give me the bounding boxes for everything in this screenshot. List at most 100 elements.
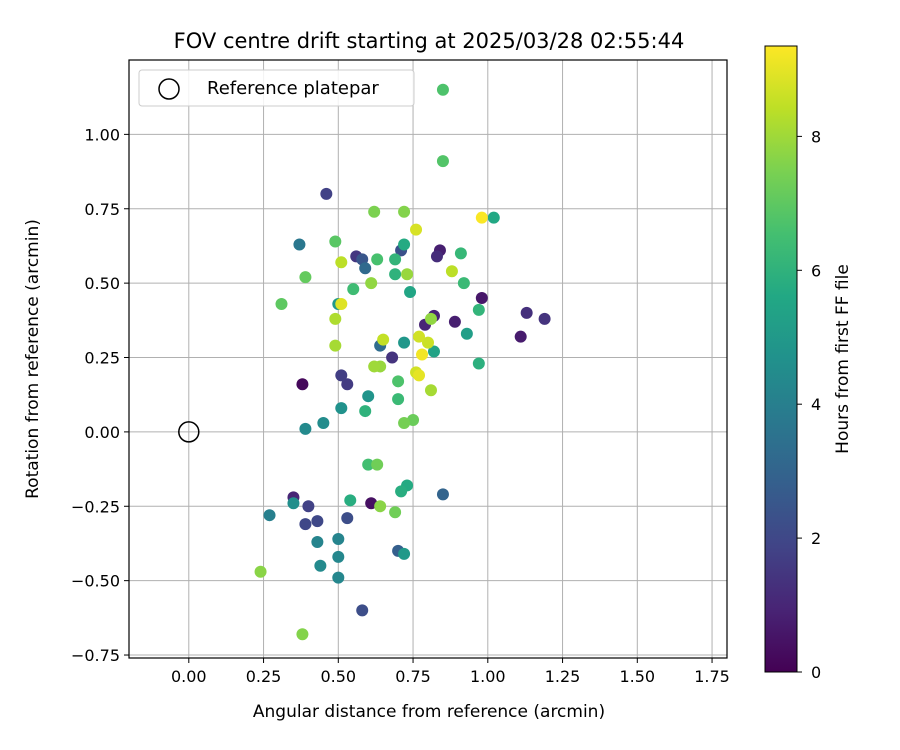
data-point [404,286,417,299]
data-point [332,532,345,545]
grid-lines [129,60,727,658]
data-point [514,330,527,343]
data-point [538,312,551,325]
data-point [356,604,369,617]
data-point [413,369,426,382]
data-point [287,497,300,510]
data-point [410,223,423,236]
data-point [472,357,485,370]
data-point [332,571,345,584]
data-point [263,509,276,522]
data-point [254,565,267,578]
data-point [395,485,408,498]
data-point [457,277,470,290]
y-tick-label: −0.75 [71,646,120,665]
data-point [332,550,345,563]
data-point [371,253,384,266]
data-point [335,297,348,310]
data-point [398,205,411,218]
data-point [368,360,381,373]
data-point [320,187,333,200]
data-point [359,262,372,275]
data-point [377,333,390,346]
colorbar: 0 2 4 6 8 Hours from first FF file [764,45,853,682]
data-point [424,312,437,325]
data-point [341,378,354,391]
data-point [398,547,411,560]
data-point [311,515,324,528]
data-point [299,518,312,531]
data-point [335,369,348,382]
data-point [335,402,348,415]
data-point [398,238,411,251]
y-axis: −0.75 −0.50 −0.25 0.00 0.25 0.50 0.75 1.00 [71,125,129,665]
x-tick-label: 0.75 [395,667,431,686]
y-tick-label: −0.50 [71,572,120,591]
data-point [389,268,402,281]
reference-point [178,421,200,443]
x-tick-label: 1.50 [619,667,655,686]
y-tick-label: 0.50 [84,274,120,293]
colorbar-tick-label: 8 [811,127,821,146]
data-point [344,494,357,507]
x-tick-label: 0.50 [320,667,356,686]
data-point [368,205,381,218]
x-tick-label: 1.25 [545,667,581,686]
colorbar-label: Hours from first FF file [833,264,853,454]
data-point [413,330,426,343]
data-point [302,500,315,513]
x-tick-label: 0.00 [171,667,207,686]
y-tick-label: 0.00 [84,423,120,442]
data-point [520,306,533,319]
legend-box [138,69,415,107]
data-point [416,348,429,361]
data-point [347,283,360,296]
data-point [475,292,488,305]
data-point [386,351,399,364]
data-point [448,315,461,328]
data-point [299,271,312,284]
y-tick-label: 0.25 [84,349,120,368]
data-point [430,250,443,263]
colorbar-ticks: 0 2 4 6 8 [797,127,821,682]
data-point [389,506,402,519]
data-point [472,303,485,316]
data-point [422,336,434,349]
x-tick-label: 1.75 [694,667,730,686]
data-point [398,416,411,429]
x-tick-label: 0.25 [246,667,282,686]
data-point [371,458,384,471]
data-points [254,83,551,641]
legend-marker-icon [158,78,180,100]
data-point [436,155,449,168]
legend-entry: Reference platepar [207,78,379,99]
data-point [389,253,402,266]
data-point [296,378,309,391]
data-point [329,312,342,325]
colorbar-tick-label: 6 [811,261,821,280]
data-point [475,211,488,224]
data-point [445,265,458,278]
data-point [487,211,500,224]
data-point [317,416,330,429]
data-point [335,256,348,269]
data-point [427,345,440,358]
data-point [392,393,405,406]
data-point [436,83,449,96]
colorbar-tick-label: 2 [811,529,821,548]
x-axis: 0.00 0.25 0.50 0.75 1.00 1.25 1.50 1.75 [171,658,730,686]
data-point [365,277,378,290]
data-point [311,535,324,548]
colorbar-tick-label: 4 [811,395,821,414]
data-point [329,339,342,352]
data-point [359,405,372,418]
data-point [362,458,375,471]
data-point [275,297,288,310]
y-tick-label: 0.75 [84,200,120,219]
data-point [460,327,473,340]
data-point [454,247,467,260]
data-point [374,500,387,513]
data-point [424,384,437,397]
x-axis-label: Angular distance from reference (arcmin) [253,702,605,722]
